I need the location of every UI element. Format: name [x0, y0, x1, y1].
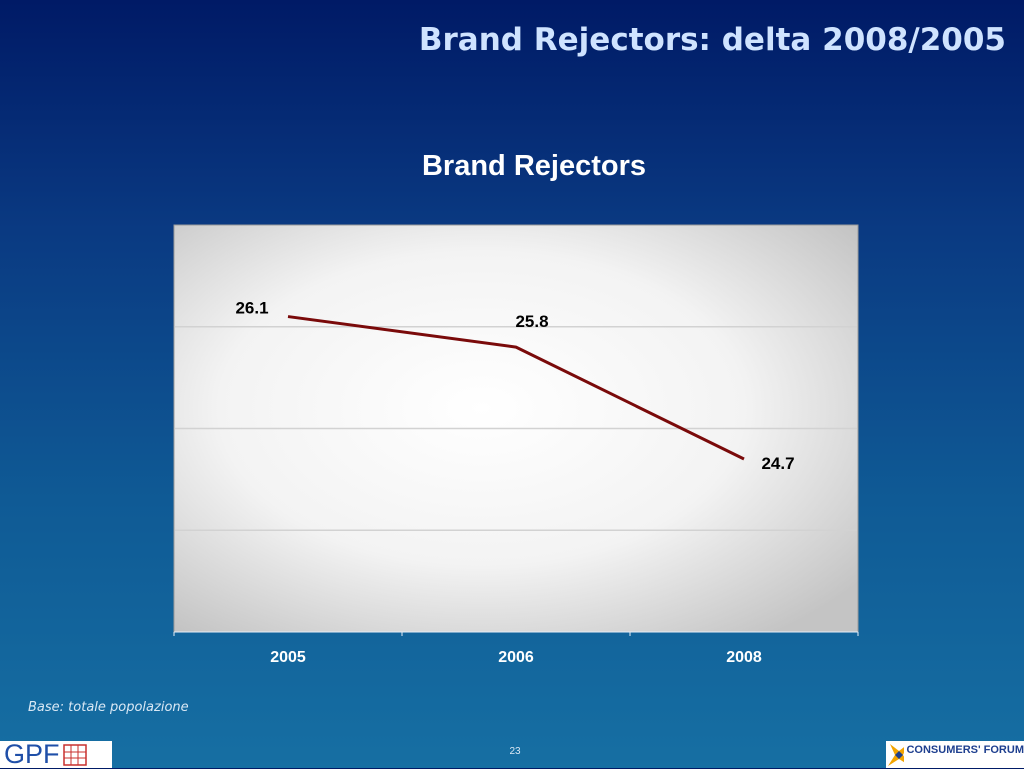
data-labels: 26.1 25.8 24.7 — [235, 299, 794, 473]
gpf-logo-text: GPF — [4, 739, 60, 769]
data-label: 25.8 — [515, 312, 548, 331]
series-line — [287, 315, 745, 461]
line-chart: 2005 2006 2008 26.1 25.8 24.7 — [173, 224, 859, 666]
x-tick-label: 2008 — [726, 649, 762, 666]
series-polyline — [287, 315, 745, 461]
x-axis: 2005 2006 2008 — [173, 631, 859, 666]
gpf-logo: GPF — [0, 741, 112, 768]
base-note: Base: totale popolazione — [28, 700, 189, 715]
x-tick-label: 2006 — [498, 649, 534, 666]
data-label: 24.7 — [761, 454, 794, 473]
gridlines — [175, 326, 857, 531]
slide-title: Brand Rejectors: delta 2008/2005 — [418, 22, 1006, 58]
page-number: 23 — [509, 746, 521, 757]
data-label: 26.1 — [235, 299, 268, 318]
consumers-forum-star-icon — [888, 743, 905, 766]
gpf-grid-icon — [62, 743, 87, 766]
chart-title: Brand Rejectors — [421, 150, 646, 182]
x-tick-label: 2005 — [270, 649, 306, 666]
consumers-forum-text: CONSUMERS' FORUM — [906, 743, 1024, 756]
consumers-forum-logo: CONSUMERS' FORUM — [886, 741, 1024, 768]
